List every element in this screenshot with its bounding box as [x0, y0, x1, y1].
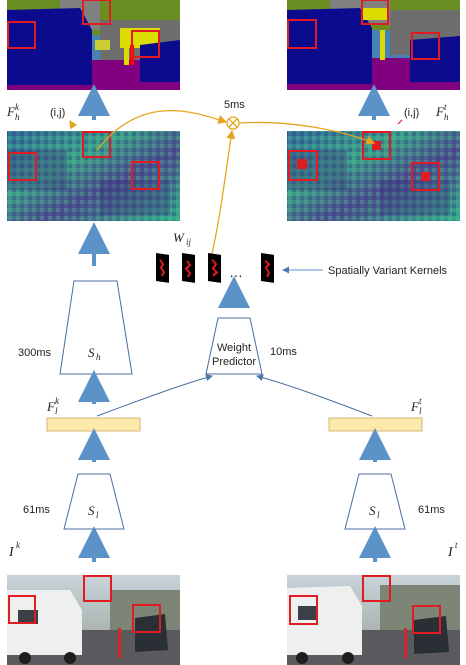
highlight-box: [362, 131, 391, 160]
svg-text:S: S: [369, 503, 376, 518]
svg-text:k: k: [16, 540, 21, 550]
feature-bar-key: [46, 417, 141, 432]
svg-text:h: h: [15, 112, 20, 122]
highlight-box: [411, 32, 440, 60]
highlight-box: [83, 575, 112, 602]
segmentation-current-image: [287, 0, 460, 90]
sl-network-key: S l: [63, 473, 125, 530]
timing-combine: 5ms: [224, 99, 245, 111]
label-img-key: I k: [8, 540, 21, 560]
highlight-box: [82, 0, 111, 25]
segmentation-key-image: [7, 0, 180, 90]
highlight-box: [132, 604, 161, 633]
svg-text:t: t: [444, 102, 447, 112]
highlight-box: [362, 575, 391, 602]
timing-sl-left: 61ms: [23, 504, 50, 516]
svg-text:S: S: [88, 345, 95, 360]
propagation-flow: [238, 121, 376, 145]
kernel-tiles: [156, 253, 274, 283]
weights-label: W ij: [173, 230, 192, 247]
key-feature-flow: [96, 109, 228, 151]
timing-sl-right: 61ms: [418, 504, 445, 516]
highlight-box: [288, 150, 318, 181]
timing-sh: 300ms: [18, 347, 52, 359]
highlight-box: [8, 595, 36, 624]
svg-text:F: F: [435, 104, 445, 119]
highlight-box: [287, 19, 317, 49]
target-pixel: [297, 159, 307, 169]
svg-text:Predictor: Predictor: [212, 356, 256, 368]
svg-text:t: t: [419, 396, 422, 406]
svg-text:F: F: [46, 399, 56, 414]
highlight-box: [131, 30, 160, 58]
svg-text:k: k: [55, 396, 60, 406]
svg-text:l: l: [96, 510, 99, 520]
current-feature-to-predictor: [256, 374, 373, 417]
svg-text:F: F: [6, 104, 16, 119]
svg-text:W: W: [173, 230, 185, 245]
highlight-box: [7, 21, 36, 49]
highlight-box: [131, 161, 160, 190]
position-label-right: (i,j): [404, 107, 419, 119]
input-image-current: [287, 575, 460, 665]
svg-text:F: F: [410, 399, 420, 414]
svg-text:t: t: [455, 540, 458, 550]
timing-weight-predictor: 10ms: [270, 346, 297, 358]
sl-network-current: S l: [344, 473, 406, 530]
svg-text:l: l: [377, 510, 380, 520]
highlight-box: [82, 131, 111, 158]
svg-text:ij: ij: [186, 237, 192, 247]
weight-predictor: Weight Predictor: [205, 317, 263, 375]
svg-text:k: k: [15, 102, 20, 112]
label-feat-h-key: F h k: [6, 102, 20, 122]
svg-text:I: I: [8, 545, 15, 560]
highlight-box: [361, 0, 389, 25]
position-pointer-right: [397, 119, 403, 125]
target-pixel: [421, 172, 430, 181]
kernel-ellipsis: …: [229, 264, 243, 280]
times-mark: [228, 118, 238, 128]
svg-text:h: h: [444, 112, 449, 122]
key-feature-to-predictor: [96, 374, 213, 417]
target-pixel: [372, 141, 381, 150]
position-pointer-left: [69, 119, 78, 130]
feature-map-current: [287, 131, 460, 221]
label-feat-l-cur: F l t: [410, 396, 422, 416]
sh-network: S h: [59, 280, 133, 375]
svg-text:Weight: Weight: [217, 342, 251, 354]
svg-text:S: S: [88, 503, 95, 518]
svg-text:I: I: [447, 545, 454, 560]
feature-bar-current: [328, 417, 423, 432]
highlight-box: [289, 595, 318, 625]
feature-map-key: [7, 131, 180, 221]
kernel-flow: [210, 129, 236, 259]
label-feat-l-key: F l k: [46, 396, 60, 416]
svg-text:l: l: [55, 406, 58, 416]
spatial-kernels-label: Spatially Variant Kernels: [328, 265, 448, 277]
input-image-key: [7, 575, 180, 665]
highlight-box: [8, 152, 37, 181]
label-feat-h-cur: F h t: [435, 102, 449, 122]
highlight-box: [411, 162, 440, 191]
svg-text:l: l: [419, 406, 422, 416]
position-label-left: (i,j): [50, 107, 65, 119]
label-img-cur: I t: [447, 540, 458, 560]
svg-text:h: h: [96, 352, 101, 362]
highlight-box: [412, 605, 441, 634]
